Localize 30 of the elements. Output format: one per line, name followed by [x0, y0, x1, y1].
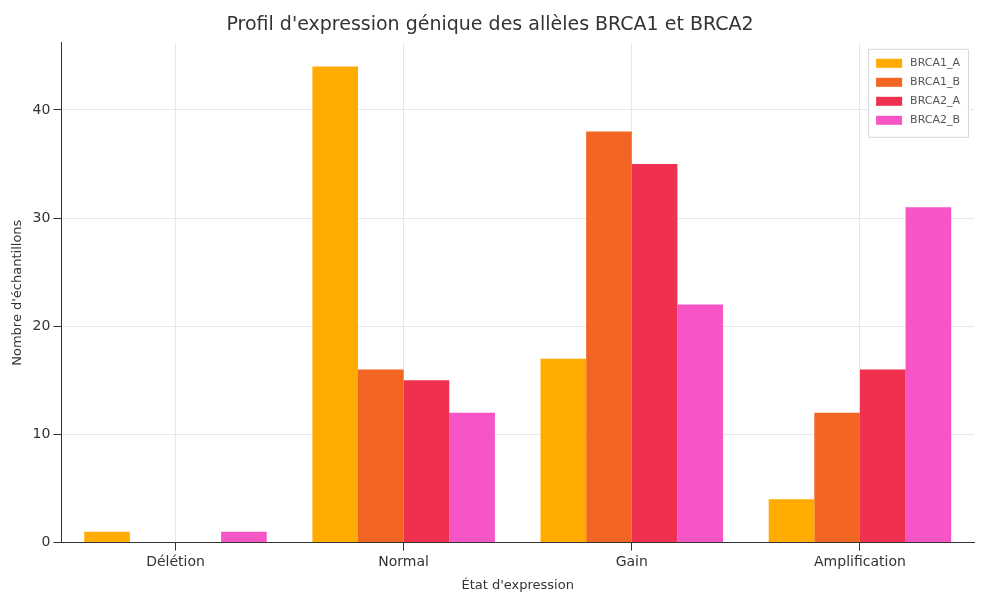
y-tick-label: 30: [32, 208, 51, 225]
bar: [814, 412, 860, 543]
x-tick-label: Délétion: [146, 552, 205, 569]
bar: [449, 412, 495, 543]
y-axis-title: Nombre d'échantillons: [9, 219, 25, 366]
y-tick-label: 10: [32, 425, 51, 442]
legend-label: BRCA2_B: [910, 113, 961, 127]
bar: [631, 163, 678, 543]
y-tick-label: 40: [32, 100, 51, 117]
bar: [358, 369, 404, 543]
bar: [540, 358, 587, 543]
y-tick-label: 0: [41, 533, 51, 550]
legend-label: BRCA1_B: [910, 75, 961, 89]
x-tick-label: Gain: [615, 552, 648, 569]
bar: [677, 304, 724, 543]
bar: [859, 369, 906, 543]
legend-label: BRCA1_A: [910, 56, 961, 70]
y-tick-label: 20: [32, 316, 51, 333]
chart-title: Profil d'expression génique des allèles BRCA1 et BRCA2: [226, 12, 754, 35]
bar: [403, 380, 450, 543]
bar: [586, 131, 632, 543]
x-tick-label: Amplification: [814, 552, 906, 569]
bar: [221, 531, 267, 543]
bar: [905, 207, 952, 543]
x-tick-label: Normal: [378, 552, 429, 569]
legend-label: BRCA2_A: [910, 94, 961, 108]
x-axis-title: État d'expression: [461, 576, 574, 592]
bar: [768, 499, 815, 543]
bar: [84, 531, 130, 543]
bar: [312, 66, 359, 543]
